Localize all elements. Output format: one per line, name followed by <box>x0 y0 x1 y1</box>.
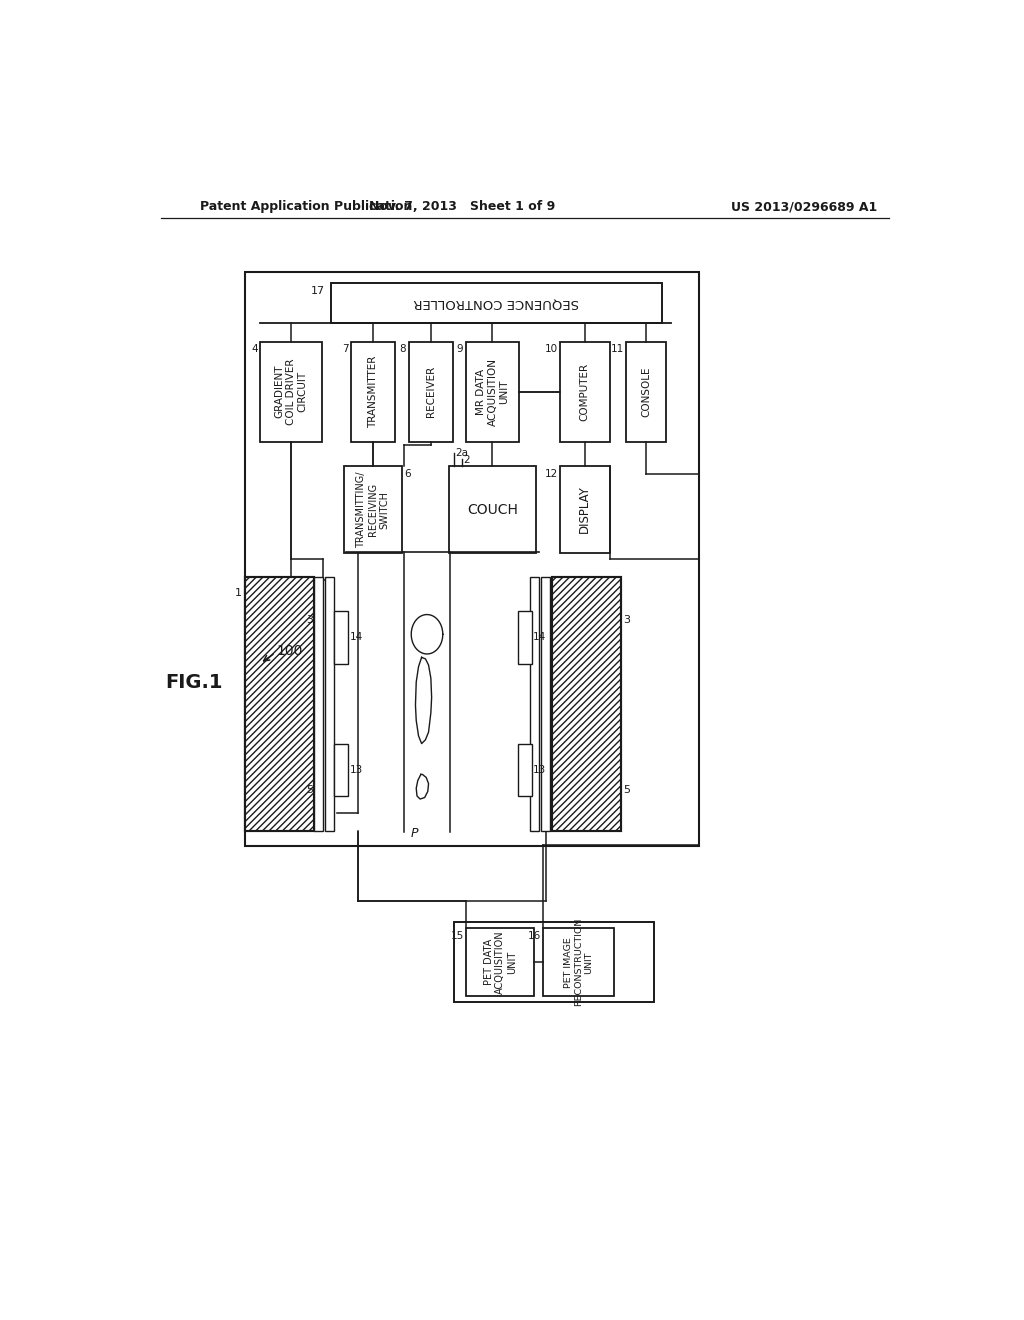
Bar <box>351 342 395 442</box>
Text: CONSOLE: CONSOLE <box>641 367 651 417</box>
Text: 13: 13 <box>534 764 547 775</box>
Bar <box>334 611 348 664</box>
Text: COMPUTER: COMPUTER <box>580 363 590 421</box>
Text: 6: 6 <box>403 469 411 479</box>
Bar <box>560 342 610 442</box>
Bar <box>466 928 535 997</box>
Text: 2: 2 <box>463 455 470 465</box>
Text: PET DATA
ACQUISITION
UNIT: PET DATA ACQUISITION UNIT <box>483 931 517 994</box>
Text: 3: 3 <box>624 615 631 626</box>
Bar <box>409 342 454 442</box>
Text: 10: 10 <box>545 345 558 354</box>
Text: Nov. 7, 2013   Sheet 1 of 9: Nov. 7, 2013 Sheet 1 of 9 <box>369 201 555 214</box>
Bar <box>260 342 322 442</box>
Text: 100: 100 <box>276 644 303 659</box>
Bar <box>325 577 334 830</box>
Bar <box>344 466 402 553</box>
Bar <box>544 928 614 997</box>
Text: 7: 7 <box>342 345 348 354</box>
Text: 14: 14 <box>350 632 364 643</box>
Text: 4: 4 <box>251 345 258 354</box>
Bar <box>530 577 540 830</box>
Bar <box>466 342 519 442</box>
Text: 11: 11 <box>611 345 625 354</box>
Text: PET IMAGE
RECONSTRUCTION
UNIT: PET IMAGE RECONSTRUCTION UNIT <box>564 919 594 1006</box>
Bar <box>552 577 621 830</box>
Text: 8: 8 <box>399 345 407 354</box>
Text: FIG.1: FIG.1 <box>165 672 222 692</box>
Text: RECEIVER: RECEIVER <box>426 366 436 417</box>
Text: 1: 1 <box>236 589 243 598</box>
Text: MR DATA
ACQUISITION
UNIT: MR DATA ACQUISITION UNIT <box>476 358 509 426</box>
Bar <box>518 611 531 664</box>
Text: 14: 14 <box>534 632 547 643</box>
Bar <box>245 577 313 830</box>
Text: 12: 12 <box>545 469 558 479</box>
Bar <box>560 466 610 553</box>
Bar <box>245 272 698 846</box>
Text: Patent Application Publication: Patent Application Publication <box>200 201 413 214</box>
Bar <box>552 577 621 830</box>
Text: US 2013/0296689 A1: US 2013/0296689 A1 <box>731 201 878 214</box>
Text: 15: 15 <box>451 931 464 941</box>
Text: SEQUENCE CONTROLLER: SEQUENCE CONTROLLER <box>414 297 580 310</box>
Bar <box>518 743 531 796</box>
Text: TRANSMITTING/
RECEIVING
SWITCH: TRANSMITTING/ RECEIVING SWITCH <box>356 471 390 548</box>
Text: 17: 17 <box>310 286 325 296</box>
Text: P: P <box>411 826 418 840</box>
Text: DISPLAY: DISPLAY <box>579 486 592 533</box>
Text: GRADIENT
COIL DRIVER
CIRCUIT: GRADIENT COIL DRIVER CIRCUIT <box>274 359 307 425</box>
Bar <box>627 342 667 442</box>
Bar <box>331 284 662 323</box>
Bar <box>334 743 348 796</box>
Text: 13: 13 <box>350 764 364 775</box>
Text: 9: 9 <box>457 345 463 354</box>
Bar <box>541 577 550 830</box>
Text: 3: 3 <box>306 615 313 626</box>
Text: 16: 16 <box>527 931 541 941</box>
Bar <box>313 577 323 830</box>
Text: COUCH: COUCH <box>467 503 518 516</box>
Bar <box>454 923 654 1002</box>
Text: 5: 5 <box>306 785 313 795</box>
Text: TRANSMITTER: TRANSMITTER <box>368 355 378 428</box>
Bar <box>450 466 536 553</box>
Text: 5: 5 <box>624 785 631 795</box>
Bar <box>245 577 313 830</box>
Text: 2a: 2a <box>456 447 469 458</box>
